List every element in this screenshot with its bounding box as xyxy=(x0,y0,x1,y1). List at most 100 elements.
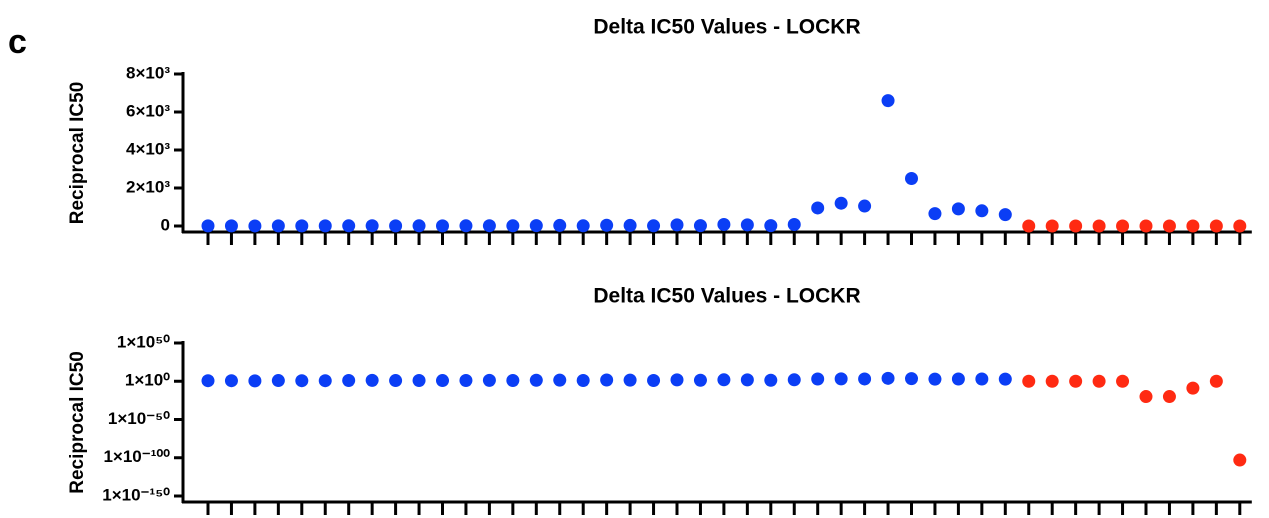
point xyxy=(248,374,262,388)
point xyxy=(647,219,661,233)
point xyxy=(951,202,965,216)
point xyxy=(905,172,918,185)
point xyxy=(1069,374,1083,388)
point xyxy=(600,373,614,387)
point xyxy=(787,373,801,387)
point xyxy=(436,374,449,388)
point xyxy=(459,373,473,387)
point xyxy=(318,374,332,388)
point xyxy=(905,372,918,386)
point xyxy=(271,219,285,233)
point xyxy=(342,219,356,233)
point xyxy=(1233,453,1247,467)
point xyxy=(928,207,942,221)
point xyxy=(600,218,614,232)
y-tick-label: 1×10⁵⁰ xyxy=(117,332,170,351)
point xyxy=(576,373,590,387)
y-axis-title: Reciprocal IC50 xyxy=(67,351,88,494)
point xyxy=(389,219,403,233)
point xyxy=(740,373,754,387)
point xyxy=(764,219,778,233)
point xyxy=(1209,374,1223,388)
point xyxy=(412,373,426,387)
point xyxy=(1233,219,1247,233)
point xyxy=(693,373,707,387)
y-tick-label: 6×10³ xyxy=(126,101,170,120)
y-tick-label: 8×10³ xyxy=(126,63,170,82)
y-tick-label: 2×10³ xyxy=(126,177,170,196)
y-tick-label: 1×10⁰ xyxy=(125,371,170,390)
panel-label: c xyxy=(8,23,27,61)
point xyxy=(529,373,543,387)
point xyxy=(1116,374,1130,388)
point xyxy=(1022,219,1036,233)
point xyxy=(201,219,215,233)
point xyxy=(951,372,965,386)
point xyxy=(858,199,872,213)
point xyxy=(811,372,825,386)
point xyxy=(998,372,1012,386)
point xyxy=(1045,219,1059,233)
point xyxy=(482,373,496,387)
y-tick-label: 1×10⁻¹⁵⁰ xyxy=(102,485,170,504)
y-axis-title: Reciprocal IC50 xyxy=(67,82,88,225)
point xyxy=(623,218,637,232)
point xyxy=(975,372,989,386)
point xyxy=(1209,219,1223,233)
point xyxy=(295,374,309,388)
point xyxy=(834,372,848,386)
point xyxy=(670,218,684,232)
point xyxy=(576,219,590,233)
point xyxy=(928,372,942,386)
point xyxy=(529,219,543,233)
point xyxy=(436,219,449,233)
point xyxy=(295,219,309,233)
point xyxy=(881,371,895,385)
point xyxy=(1162,390,1176,404)
y-tick-label: 4×10³ xyxy=(126,139,170,158)
point xyxy=(201,374,215,388)
point xyxy=(764,373,778,387)
chart-title: Delta IC50 Values - LOCKR xyxy=(593,285,860,308)
point xyxy=(1092,374,1106,388)
point xyxy=(482,219,496,233)
point xyxy=(365,373,379,387)
point xyxy=(271,374,285,388)
point xyxy=(318,219,332,233)
point xyxy=(1069,219,1083,233)
y-tick-label: 1×10⁻⁵⁰ xyxy=(108,409,170,428)
point xyxy=(1139,390,1153,404)
point xyxy=(975,204,989,218)
point xyxy=(670,373,684,387)
point xyxy=(1045,374,1059,388)
point xyxy=(1186,381,1200,395)
point xyxy=(459,219,473,233)
point xyxy=(811,201,825,215)
chart-title: Delta IC50 Values - LOCKR xyxy=(593,16,860,39)
point xyxy=(1162,219,1176,233)
point xyxy=(623,373,637,387)
point xyxy=(787,217,801,231)
point xyxy=(740,218,754,232)
point xyxy=(224,374,238,388)
point xyxy=(717,373,731,387)
y-tick-label: 1×10⁻¹⁰⁰ xyxy=(103,447,170,466)
point xyxy=(834,196,848,210)
point xyxy=(506,219,520,233)
point xyxy=(998,208,1012,222)
y-tick-label: 0 xyxy=(161,215,170,234)
point xyxy=(717,217,731,231)
point xyxy=(1139,219,1153,233)
point xyxy=(1186,219,1200,233)
point xyxy=(553,218,567,232)
point xyxy=(248,219,262,233)
point xyxy=(342,373,356,387)
point xyxy=(224,219,238,233)
point xyxy=(506,373,520,387)
point xyxy=(693,219,707,233)
point xyxy=(412,219,426,233)
point xyxy=(553,373,567,387)
point xyxy=(1092,219,1106,233)
point xyxy=(858,372,872,386)
